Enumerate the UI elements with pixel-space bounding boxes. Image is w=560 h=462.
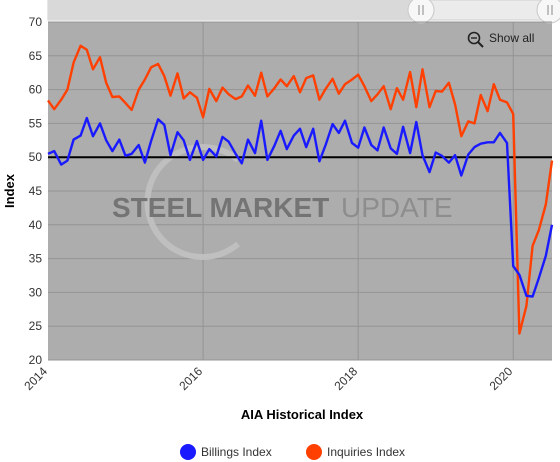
show-all-label: Show all xyxy=(489,31,534,45)
chart-title: AIA Historical Index xyxy=(241,407,364,422)
y-tick-label: 25 xyxy=(29,319,43,333)
show-all-button[interactable]: Show all xyxy=(467,31,535,48)
legend: Billings Index Inquiries Index xyxy=(180,444,405,460)
y-axis-ticks: 20 25 30 35 40 45 50 55 60 65 70 xyxy=(29,15,43,367)
y-tick-label: 65 xyxy=(29,49,43,63)
series-line-billings-index[interactable] xyxy=(47,116,554,298)
watermark: STEEL MARKET UPDATE xyxy=(112,144,453,260)
y-tick-label: 20 xyxy=(29,353,43,367)
y-tick-label: 45 xyxy=(29,184,43,198)
navigator-selected-range[interactable] xyxy=(48,0,421,20)
y-axis-label: Index xyxy=(2,173,17,208)
x-tick-label: 2014 xyxy=(21,364,50,393)
legend-item-inquiries-index[interactable]: Inquiries Index xyxy=(306,444,405,460)
x-tick-label: 2020 xyxy=(487,364,516,393)
y-tick-label: 40 xyxy=(29,218,43,232)
y-tick-label: 60 xyxy=(29,83,43,97)
legend-item-billings-index[interactable]: Billings Index xyxy=(180,444,272,460)
series-line-inquiries-index[interactable] xyxy=(47,44,554,335)
watermark-bold-text: STEEL MARKET xyxy=(112,192,329,223)
y-tick-label: 30 xyxy=(29,285,43,299)
legend-marker xyxy=(306,444,322,460)
legend-label: Inquiries Index xyxy=(327,445,405,459)
zoom-out-icon-handle xyxy=(477,41,484,48)
legend-label: Billings Index xyxy=(201,445,272,459)
zoom-out-icon xyxy=(467,31,481,45)
gridlines xyxy=(48,21,552,361)
watermark-light-text: UPDATE xyxy=(341,192,453,223)
y-tick-label: 50 xyxy=(29,150,43,164)
y-tick-label: 55 xyxy=(29,116,43,130)
y-tick-label: 70 xyxy=(29,15,43,29)
navigator-handle-left[interactable] xyxy=(407,0,435,24)
watermark-swoosh xyxy=(144,144,240,260)
navigator-handle-right[interactable] xyxy=(536,0,560,24)
y-tick-label: 35 xyxy=(29,252,43,266)
x-tick-label: 2018 xyxy=(331,364,360,393)
x-tick-label: 2016 xyxy=(176,364,205,393)
x-axis-ticks: 2014 2016 2018 2020 xyxy=(21,364,515,393)
legend-marker xyxy=(180,444,196,460)
